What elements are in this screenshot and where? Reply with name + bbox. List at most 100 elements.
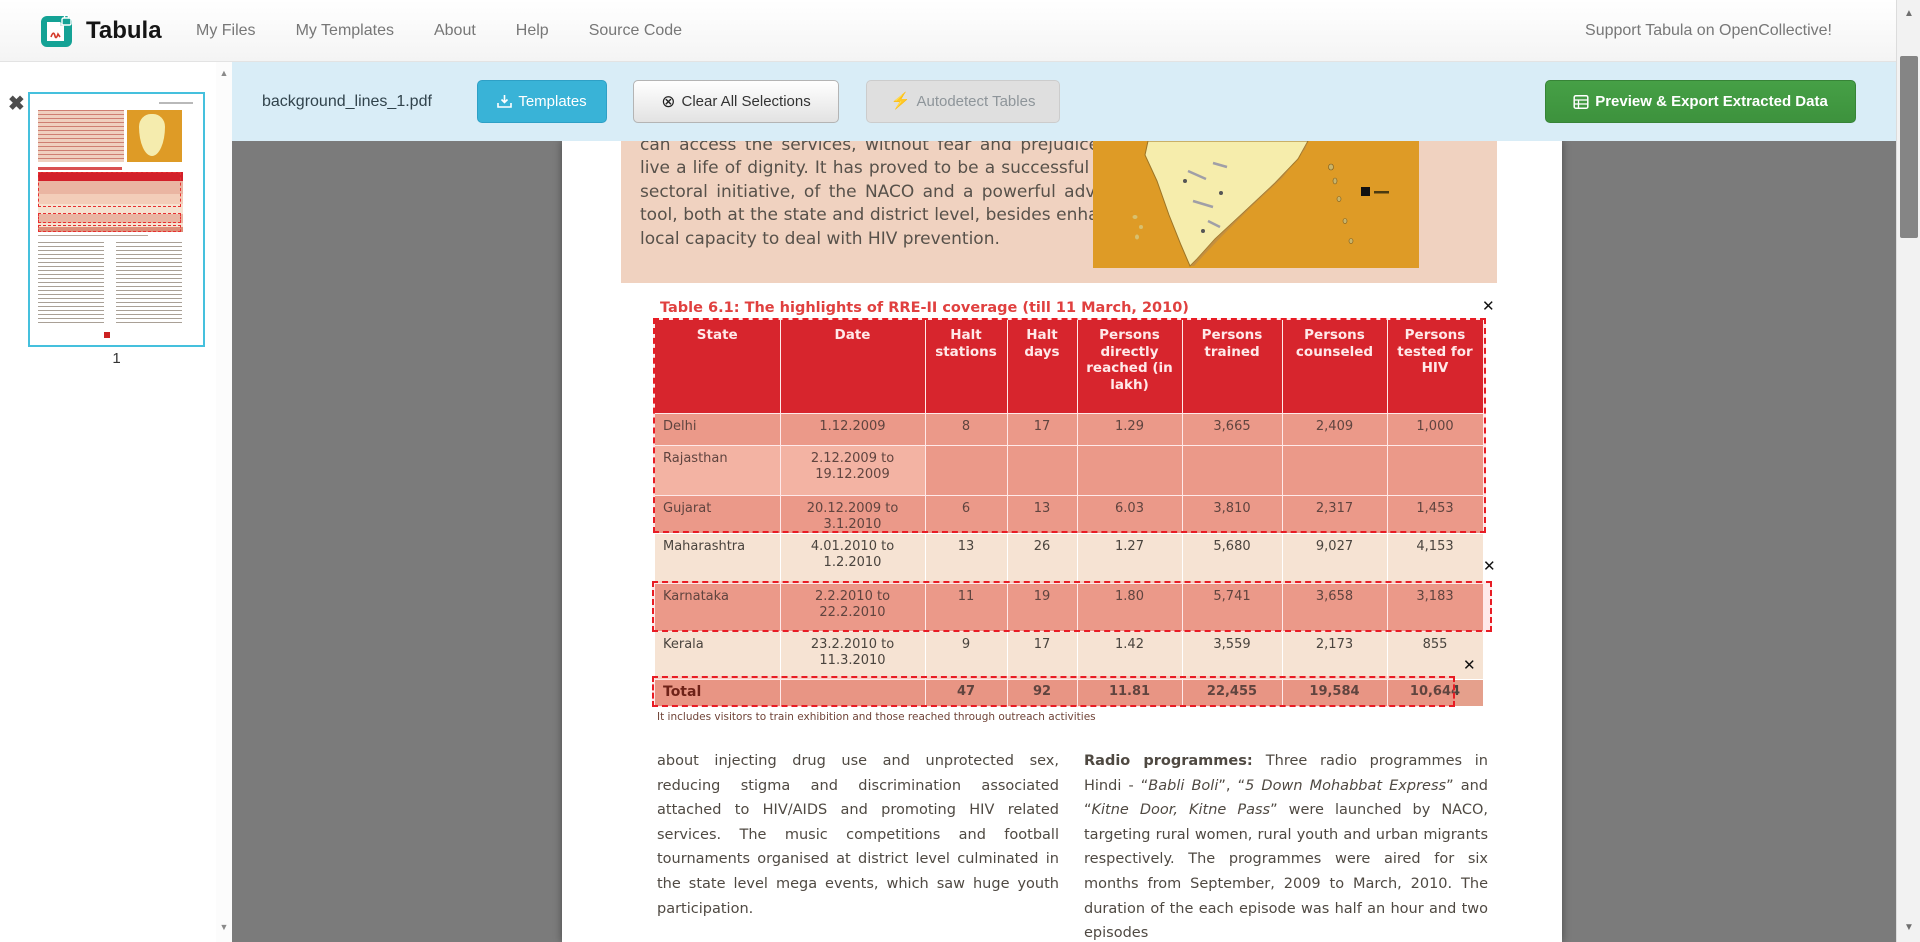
clear-selections-icon: ⊗ <box>661 92 676 111</box>
table-cell <box>925 445 1008 496</box>
scroll-up-icon[interactable]: ▲ <box>1904 8 1914 19</box>
clear-all-selections-button[interactable]: ⊗ Clear All Selections <box>633 80 839 123</box>
templates-icon <box>497 95 513 108</box>
table-row: Rajasthan 2.12.2009 to 19.12.2009 <box>655 445 1484 496</box>
table-cell: 1,453 <box>1387 495 1484 534</box>
table-cell: 6 <box>925 495 1008 534</box>
table-cell: 2.12.2009 to 19.12.2009 <box>780 445 926 496</box>
table-cell: 3,559 <box>1182 631 1283 680</box>
table-cell: 13 <box>925 533 1008 584</box>
table-cell: 1,000 <box>1387 413 1484 446</box>
toolbar: background_lines_1.pdf Templates ⊗ Clear… <box>232 62 1896 141</box>
table-cell: 17 <box>1007 631 1078 680</box>
table-cell: 11.81 <box>1077 679 1183 707</box>
page-thumbnail[interactable] <box>28 92 205 347</box>
navbar-menu: My Files My Templates About Help Source Code <box>196 0 682 62</box>
column-header: Date <box>780 320 926 414</box>
table-row: Maharashtra 4.01.2010 to 1.2.2010 13 26 1.27… <box>655 533 1484 584</box>
nav-item-source-code[interactable]: Source Code <box>588 22 683 39</box>
selection-region-1[interactable] <box>653 318 1486 533</box>
table-cell <box>1182 445 1283 496</box>
thumb-paragraph-block <box>38 110 124 162</box>
table-cell: 3,810 <box>1182 495 1283 534</box>
thumb-page-badge <box>104 332 110 338</box>
selection-region-3[interactable] <box>652 676 1455 707</box>
india-map <box>1093 141 1419 268</box>
table-cell: 1.27 <box>1077 533 1183 584</box>
thumb-header-line <box>159 102 193 104</box>
table-row: Karnataka 2.2.2010 to 22.2.2010 11 19 1.80 5,… <box>655 583 1484 632</box>
table-cell: 20.12.2009 to 3.1.2010 <box>780 495 926 534</box>
scroll-down-icon[interactable]: ▼ <box>219 922 229 932</box>
support-link[interactable]: Support Tabula on OpenCollective! <box>1585 22 1832 39</box>
paragraph-left-column: about injecting drug use and unprotected… <box>657 753 1059 917</box>
nav-item-my-templates[interactable]: My Templates <box>295 22 394 39</box>
scrollbar-thumb[interactable] <box>1900 56 1918 238</box>
autodetect-button-label: Autodetect Tables <box>916 93 1036 110</box>
scroll-down-icon[interactable]: ▼ <box>1904 922 1914 933</box>
table-cell <box>1007 445 1078 496</box>
table-cell: 3,658 <box>1282 583 1388 632</box>
thumb-map-block <box>127 110 182 162</box>
column-header: Halt days <box>1007 320 1078 414</box>
nav-item-about[interactable]: About <box>433 22 476 39</box>
table-cell: 9,027 <box>1282 533 1388 584</box>
tabula-logo[interactable] <box>40 13 76 49</box>
templates-button[interactable]: Templates <box>477 80 607 123</box>
table-cell: 6.03 <box>1077 495 1183 534</box>
table-cell: 2,173 <box>1282 631 1388 680</box>
clear-button-label: Clear All Selections <box>681 93 811 110</box>
paragraph-right-column: Radio programmes: Three radio programmes… <box>1084 753 1488 942</box>
lightning-icon: ⚡ <box>890 92 911 110</box>
table-cell: 19,584 <box>1282 679 1388 707</box>
table-cell <box>1387 445 1484 496</box>
table-cell: 1.12.2009 <box>780 413 926 446</box>
table-cell: 5,741 <box>1182 583 1283 632</box>
column-header: Persons trained <box>1182 320 1283 414</box>
table-row: Gujarat 20.12.2009 to 3.1.2010 6 13 6.03 3,81… <box>655 495 1484 534</box>
table-cell: Kerala <box>655 631 781 680</box>
nav-item-help[interactable]: Help <box>515 22 549 39</box>
remove-selection-icon[interactable]: ✕ <box>1483 557 1496 575</box>
pdf-page[interactable]: can access the services, without fear an… <box>562 141 1562 942</box>
autodetect-tables-button[interactable]: ⚡ Autodetect Tables <box>866 80 1060 123</box>
table-cell <box>780 679 926 707</box>
filename-label: background_lines_1.pdf <box>262 93 432 110</box>
table-cell: 23.2.2010 to 11.3.2010 <box>780 631 926 680</box>
thumb-selection-2 <box>38 213 181 223</box>
table-cell: Rajasthan <box>655 445 781 496</box>
table-row: Delhi 1.12.2009 8 17 1.29 3,665 2,409 1,000 <box>655 413 1484 446</box>
navbar: Tabula My Files My Templates About Help Sour… <box>0 0 1920 62</box>
table-cell: 8 <box>925 413 1008 446</box>
table-cell: 10,644 <box>1387 679 1484 707</box>
column-header: State <box>655 320 781 414</box>
column-header: Halt stations <box>925 320 1008 414</box>
thumb-text-column-left <box>38 242 104 326</box>
brand-title[interactable]: Tabula <box>86 17 162 44</box>
thumb-map-shape <box>139 114 165 156</box>
table-cell: 1.42 <box>1077 631 1183 680</box>
sidebar-scrollbar[interactable]: ▲ ▼ <box>216 62 232 942</box>
map-legend-swatch <box>1361 187 1370 196</box>
table-cell <box>1282 445 1388 496</box>
nav-item-my-files[interactable]: My Files <box>196 22 256 39</box>
intro-paragraph-box: can access the services, without fear an… <box>621 141 1497 283</box>
table-cell: 2,409 <box>1282 413 1388 446</box>
table-cell: Gujarat <box>655 495 781 534</box>
table-icon <box>1573 94 1589 109</box>
selection-region-2[interactable] <box>652 581 1492 632</box>
remove-page-icon[interactable]: ✖ <box>8 93 25 115</box>
scroll-up-icon[interactable]: ▲ <box>219 68 229 78</box>
preview-export-button[interactable]: Preview & Export Extracted Data <box>1545 80 1856 123</box>
remove-selection-icon[interactable]: ✕ <box>1482 297 1495 315</box>
thumbnail-page-number: 1 <box>112 350 121 367</box>
table-cell: 2.2.2010 to 22.2.2010 <box>780 583 926 632</box>
thumb-selection-1 <box>38 172 181 207</box>
thumb-footnote-line <box>38 235 148 236</box>
table-cell: 11 <box>925 583 1008 632</box>
column-header: Persons counseled <box>1282 320 1388 414</box>
remove-selection-icon[interactable]: ✕ <box>1463 656 1476 674</box>
table-cell: 3,183 <box>1387 583 1484 632</box>
table-cell: 26 <box>1007 533 1078 584</box>
window-scrollbar[interactable]: ▲ ▼ <box>1896 0 1920 942</box>
